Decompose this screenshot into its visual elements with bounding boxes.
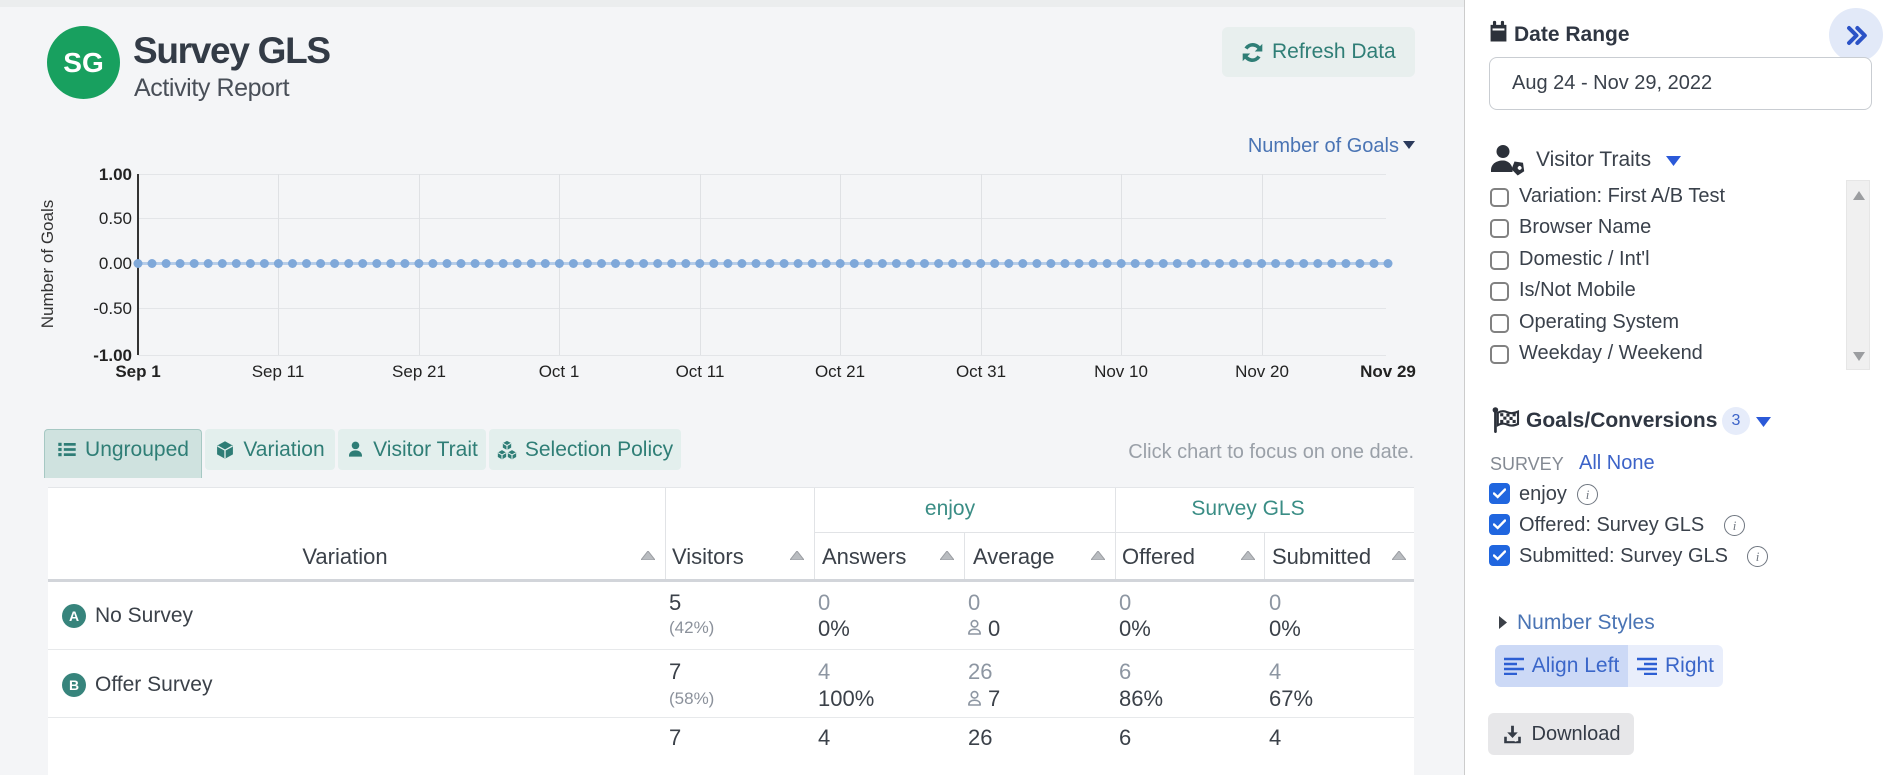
svg-text:Oct 21: Oct 21 [815,362,865,381]
svg-text:Oct 1: Oct 1 [539,362,580,381]
svg-text:Sep 1: Sep 1 [115,362,160,381]
svg-text:Sep 21: Sep 21 [392,362,446,381]
svg-text:Nov 10: Nov 10 [1094,362,1148,381]
svg-text:1.00: 1.00 [99,165,132,184]
svg-text:Sep 11: Sep 11 [252,362,305,381]
svg-text:Oct 11: Oct 11 [676,362,725,381]
svg-text:Oct 31: Oct 31 [956,362,1006,381]
svg-text:-1.00: -1.00 [93,346,132,365]
svg-text:-0.50: -0.50 [93,299,132,318]
svg-text:Nov 20: Nov 20 [1235,362,1289,381]
svg-text:0.50: 0.50 [99,209,132,228]
svg-text:Nov 29: Nov 29 [1360,362,1416,381]
svg-text:Number of Goals: Number of Goals [38,200,57,329]
svg-text:0.00: 0.00 [99,254,132,273]
